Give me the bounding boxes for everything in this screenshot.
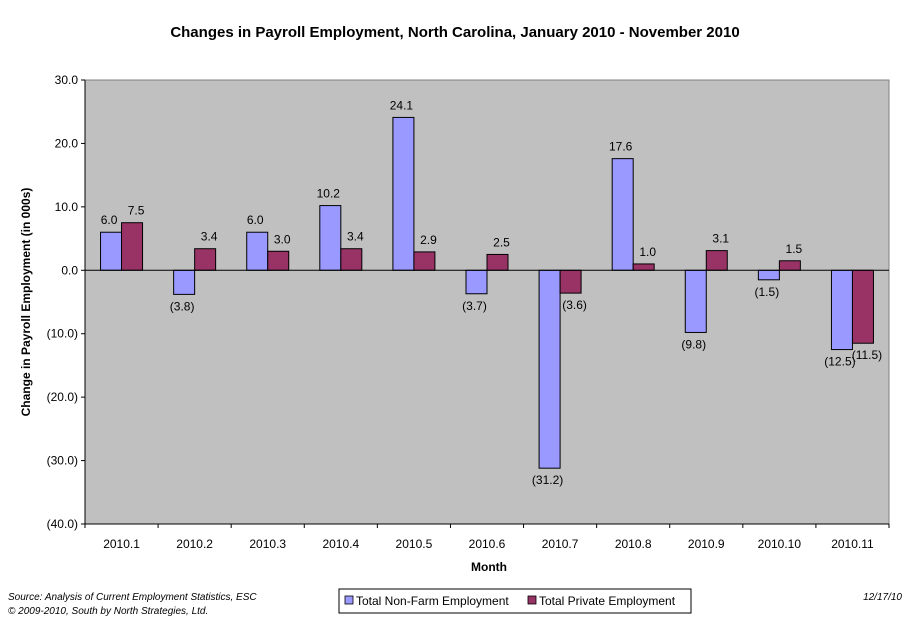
x-tick-label: 2010.9 <box>688 537 725 551</box>
x-tick-label: 2010.10 <box>758 537 802 551</box>
legend-label-private: Total Private Employment <box>539 594 676 608</box>
source-line-1: Source: Analysis of Current Employment S… <box>8 592 257 603</box>
y-tick-label: (20.0) <box>47 390 78 404</box>
data-label-non-farm: 24.1 <box>390 98 414 112</box>
bar-private <box>340 248 363 271</box>
x-tick-label: 2010.8 <box>615 537 652 551</box>
x-tick-label: 2010.11 <box>831 537 874 551</box>
bar-private <box>267 250 290 271</box>
data-label-non-farm: (3.8) <box>170 299 195 313</box>
chart-date: 12/17/10 <box>863 592 902 603</box>
legend-box <box>338 588 692 614</box>
bar-non-farm <box>757 269 780 281</box>
bar-non-farm <box>246 231 269 271</box>
bar-non-farm <box>319 205 342 271</box>
y-axis-ticks: 30.0 20.0 10.0 0.0 (10.0) (20.0) (30.0) (40.0) <box>47 73 85 531</box>
data-label-private: 1.5 <box>786 242 803 256</box>
bar-private <box>486 253 509 271</box>
data-label-non-farm: (9.8) <box>681 337 706 351</box>
bar-non-farm <box>392 116 415 271</box>
data-label-private: 3.4 <box>347 230 364 244</box>
legend-label-non-farm: Total Non-Farm Employment <box>356 594 509 608</box>
bar-private <box>851 269 874 344</box>
data-label-non-farm: 6.0 <box>101 213 118 227</box>
x-tick-label: 2010.5 <box>396 537 433 551</box>
y-tick-label: (30.0) <box>47 454 78 468</box>
data-label-non-farm: (31.2) <box>532 473 563 487</box>
y-tick-label: (10.0) <box>47 327 78 341</box>
source-line-2: © 2009-2010, South by North Strategies, … <box>8 606 208 617</box>
x-axis-title: Month <box>471 560 507 574</box>
x-tick-label: 2010.2 <box>176 537 213 551</box>
chart-title: Changes in Payroll Employment, North Car… <box>170 24 739 41</box>
y-tick-label: 30.0 <box>55 73 79 87</box>
y-tick-label: 10.0 <box>55 200 79 214</box>
bar-non-farm <box>611 158 634 271</box>
bar-private <box>778 260 801 271</box>
bar-non-farm <box>173 269 196 295</box>
bar-private <box>559 269 582 294</box>
data-label-private: 3.0 <box>274 232 291 246</box>
data-label-non-farm: (12.5) <box>824 355 855 369</box>
x-tick-label: 2010.3 <box>249 537 286 551</box>
x-tick-label: 2010.1 <box>103 537 140 551</box>
bar-private <box>194 248 217 271</box>
data-labels-group: 6.0 (3.8) 6.0 10.2 24.1 (3.7) (31.2) 17.6 (9.8) (… <box>101 98 882 487</box>
data-label-private: 3.1 <box>712 232 729 246</box>
data-label-private: 3.4 <box>201 230 218 244</box>
y-axis-title: Change in Payroll Employment (in 000s) <box>19 188 33 417</box>
bar-private <box>705 250 728 271</box>
y-tick-label: 20.0 <box>55 136 79 150</box>
data-label-private: 1.0 <box>639 245 656 259</box>
data-label-private: (3.6) <box>562 298 587 312</box>
legend-swatch-non-farm <box>344 595 354 605</box>
x-tick-label: 2010.6 <box>469 537 506 551</box>
bar-private <box>413 251 436 271</box>
data-label-non-farm: 17.6 <box>609 140 633 154</box>
data-label-non-farm: 6.0 <box>247 213 264 227</box>
bar-non-farm <box>538 269 561 469</box>
legend: Total Non-Farm Employment Total Private … <box>338 588 692 614</box>
data-label-private: (11.5) <box>852 348 882 362</box>
x-axis-ticks: 2010.1 2010.2 2010.3 2010.4 2010.5 2010.6 2010… <box>84 524 890 551</box>
bar-non-farm <box>100 231 123 271</box>
data-label-non-farm: (1.5) <box>755 285 780 299</box>
bar-private <box>121 222 144 271</box>
data-label-non-farm: (3.7) <box>462 299 487 313</box>
data-label-private: 2.5 <box>493 235 510 249</box>
data-label-non-farm: 10.2 <box>317 187 341 201</box>
y-tick-label: (40.0) <box>47 517 78 531</box>
bar-non-farm <box>465 269 488 295</box>
bar-private <box>632 263 655 271</box>
data-label-private: 2.9 <box>420 233 437 247</box>
x-tick-label: 2010.4 <box>322 537 359 551</box>
data-label-private: 7.5 <box>128 204 145 218</box>
bar-non-farm <box>830 269 853 351</box>
x-tick-label: 2010.7 <box>542 537 579 551</box>
bar-non-farm <box>684 269 707 333</box>
legend-swatch-private <box>527 595 537 605</box>
plot-area <box>84 79 890 525</box>
y-tick-label: 0.0 <box>61 263 78 277</box>
